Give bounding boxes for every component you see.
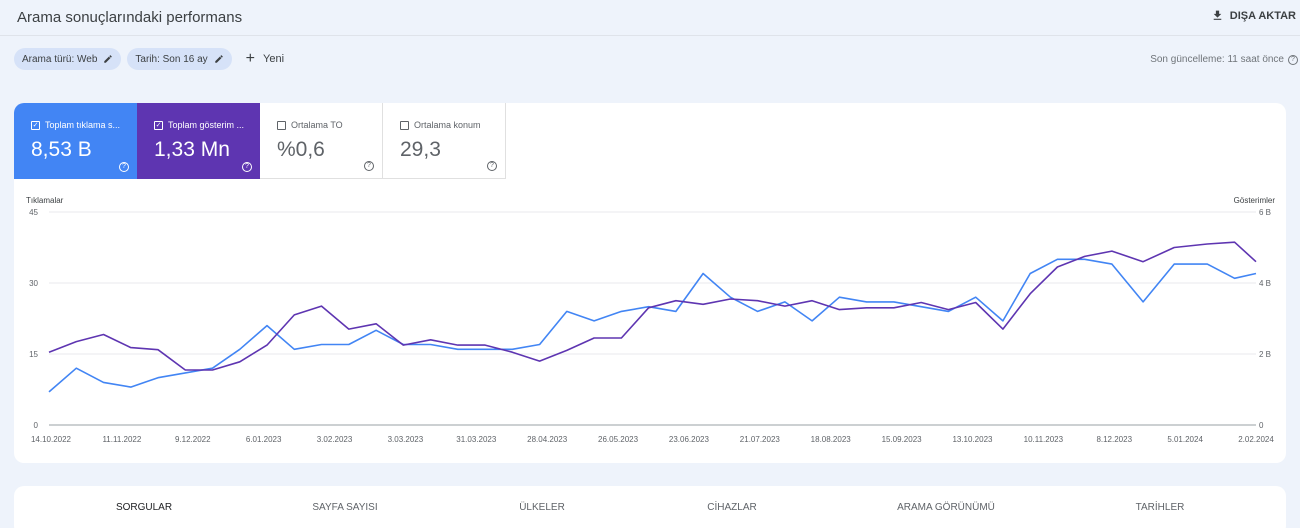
x-tick-label: 15.09.2023 (882, 435, 923, 444)
metric-value: %0,6 (277, 138, 325, 161)
filter-chip-search-type[interactable]: Arama türü: Web (14, 48, 122, 70)
plus-icon: + (245, 50, 256, 67)
metric-label: Ortalama konum (414, 120, 481, 130)
dimension-tabs: SORGULAR SAYFA SAYISI ÜLKELER CİHAZLAR A… (14, 486, 1286, 528)
metric-label: Ortalama TO (291, 120, 343, 130)
metric-value: 29,3 (400, 138, 441, 161)
export-label: DIŞA AKTAR (1229, 9, 1296, 22)
x-tick-label: 23.06.2023 (669, 435, 710, 444)
tab-pages[interactable]: SAYFA SAYISI (312, 502, 378, 513)
x-tick-label: 21.07.2023 (740, 435, 781, 444)
x-tick-label: 6.01.2023 (246, 435, 282, 444)
new-filter-label: Yeni (263, 53, 285, 65)
help-icon[interactable]: ? (364, 161, 374, 171)
performance-card: ✓ Toplam tıklama s... 8,53 B ? ✓ Toplam gö… (14, 103, 1286, 463)
metric-label: Toplam gösterim ... (168, 120, 245, 130)
left-tick-label: 0 (34, 421, 39, 430)
tab-countries[interactable]: ÜLKELER (519, 502, 565, 513)
metric-average-ctr[interactable]: Ortalama TO %0,6 ? (260, 103, 383, 179)
tab-queries[interactable]: SORGULAR (115, 502, 173, 513)
left-tick-label: 15 (29, 350, 38, 359)
metric-total-clicks[interactable]: ✓ Toplam tıklama s... 8,53 B ? (14, 103, 137, 179)
tab-dates[interactable]: TARİHLER (1135, 502, 1185, 513)
last-update-text: Son güncelleme: 11 saat önce (1150, 54, 1284, 65)
tab-search-appearance[interactable]: ARAMA GÖRÜNÜMÜ (897, 502, 995, 513)
page-title: Arama sonuçlarındaki performans (17, 9, 243, 26)
metric-label-row: Ortalama konum (400, 120, 481, 130)
checkbox-unchecked-icon[interactable] (277, 120, 286, 130)
metric-label-row: Ortalama TO (277, 120, 343, 130)
help-icon[interactable]: ? (1288, 54, 1298, 65)
right-tick-label: 0 (1259, 421, 1264, 430)
help-icon[interactable]: ? (242, 162, 252, 172)
x-tick-label: 31.03.2023 (456, 435, 497, 444)
metric-total-impressions[interactable]: ✓ Toplam gösterim ... 1,33 Mn ? (137, 103, 260, 179)
x-tick-label: 9.12.2022 (175, 435, 211, 444)
metric-value: 1,33 Mn (154, 138, 230, 161)
left-tick-label: 45 (29, 208, 38, 217)
x-tick-label: 3.02.2023 (317, 435, 353, 444)
help-icon[interactable]: ? (487, 161, 497, 171)
header-bar: Arama sonuçlarındaki performans DIŞA AKT… (0, 0, 1300, 36)
metric-value: 8,53 B (31, 138, 92, 161)
x-tick-label: 11.11.2022 (102, 435, 141, 444)
help-icon[interactable]: ? (119, 162, 129, 172)
x-tick-label: 8.12.2023 (1096, 435, 1132, 444)
filter-bar: Arama türü: Web Tarih: Son 16 ay + Yeni (14, 48, 284, 70)
right-tick-label: 6 B (1259, 208, 1271, 217)
chip-label: Arama türü: Web (22, 53, 98, 65)
metric-average-position[interactable]: Ortalama konum 29,3 ? (383, 103, 506, 179)
last-update: Son güncelleme: 11 saat önce ? (1150, 54, 1298, 65)
metric-label-row: ✓ Toplam tıklama s... (31, 120, 120, 130)
checkbox-checked-icon[interactable]: ✓ (31, 120, 40, 130)
metric-label-row: ✓ Toplam gösterim ... (154, 120, 244, 130)
right-tick-label: 2 B (1259, 350, 1271, 359)
left-axis-title: Tıklamalar (26, 196, 64, 205)
right-tick-label: 4 B (1259, 279, 1271, 288)
checkbox-checked-icon[interactable]: ✓ (154, 120, 163, 130)
metric-cards: ✓ Toplam tıklama s... 8,53 B ? ✓ Toplam gö… (14, 103, 506, 179)
series-line-clicks (48, 258, 1257, 393)
export-button[interactable]: DIŞA AKTAR (1211, 9, 1296, 22)
left-tick-label: 30 (29, 279, 38, 288)
edit-icon (104, 55, 113, 63)
new-filter-button[interactable]: + Yeni (246, 51, 284, 67)
x-tick-label: 18.08.2023 (811, 435, 852, 444)
filter-chip-date[interactable]: Tarih: Son 16 ay (127, 48, 232, 70)
x-tick-label: 10.11.2023 (1024, 435, 1064, 444)
x-tick-label: 26.05.2023 (598, 435, 639, 444)
edit-icon (214, 55, 223, 63)
download-icon (1213, 10, 1222, 20)
x-tick-label: 13.10.2023 (952, 435, 993, 444)
checkbox-unchecked-icon[interactable] (400, 120, 409, 130)
series-line-impressions (48, 241, 1257, 371)
metric-label: Toplam tıklama s... (45, 120, 121, 130)
x-tick-label: 3.03.2023 (388, 435, 424, 444)
x-tick-label: 28.04.2023 (527, 435, 568, 444)
x-tick-label: 5.01.2024 (1167, 435, 1203, 444)
chip-label: Tarih: Son 16 ay (135, 53, 208, 65)
right-axis-title: Gösterimler (1234, 196, 1276, 205)
performance-chart[interactable]: Tıklamalar Gösterimler 45 6 B 30 4 B 15 2 B 0 0 14… (14, 188, 1286, 463)
x-tick-label: 14.10.2022 (31, 435, 72, 444)
x-tick-label: 2.02.2024 (1238, 435, 1274, 444)
tab-devices[interactable]: CİHAZLAR (707, 502, 757, 513)
